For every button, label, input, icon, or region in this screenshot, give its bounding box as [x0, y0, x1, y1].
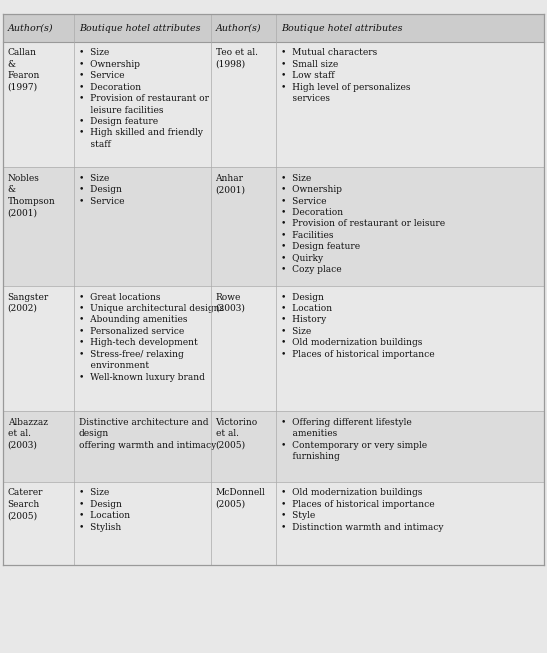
Bar	[3, 411, 544, 482]
Text: •  Size
•  Ownership
•  Service
•  Decoration
•  Provision of restaurant or
    : • Size • Ownership • Service • Decoratio…	[79, 48, 209, 149]
Text: Sangster
(2002): Sangster (2002)	[8, 293, 49, 313]
Text: •  Offering different lifestyle
    amenities
•  Contemporary or very simple
   : • Offering different lifestyle amenities…	[281, 418, 427, 461]
Text: •  Size
•  Design
•  Service: • Size • Design • Service	[79, 174, 124, 206]
Text: •  Size
•  Design
•  Location
•  Stylish: • Size • Design • Location • Stylish	[79, 488, 130, 532]
Text: •  Old modernization buildings
•  Places of historical importance
•  Style
•  Di: • Old modernization buildings • Places o…	[281, 488, 444, 532]
Bar	[3, 42, 544, 167]
Text: Callan
&
Fearon
(1997): Callan & Fearon (1997)	[8, 48, 40, 91]
Text: Distinctive architecture and
design
offering warmth and intimacy: Distinctive architecture and design offe…	[79, 418, 216, 450]
Text: Boutique hotel attributes: Boutique hotel attributes	[281, 24, 403, 33]
Text: Nobles
&
Thompson
(2001): Nobles & Thompson (2001)	[8, 174, 55, 217]
Bar	[3, 482, 544, 565]
Text: Teo et al.
(1998): Teo et al. (1998)	[216, 48, 258, 69]
Text: Boutique hotel attributes: Boutique hotel attributes	[79, 24, 200, 33]
Bar	[3, 167, 544, 286]
Bar	[3, 14, 544, 571]
Text: •  Great locations
•  Unique architectural designs
•  Abounding amenities
•  Per: • Great locations • Unique architectural…	[79, 293, 224, 382]
Text: Anhar
(2001): Anhar (2001)	[216, 174, 246, 194]
Bar	[3, 286, 544, 411]
Text: Victorino
et al.
(2005): Victorino et al. (2005)	[216, 418, 258, 450]
Text: Albazzaz
et al.
(2003): Albazzaz et al. (2003)	[8, 418, 48, 450]
Text: Author(s): Author(s)	[216, 24, 261, 33]
Text: McDonnell
(2005): McDonnell (2005)	[216, 488, 265, 509]
Text: Rowe
(2003): Rowe (2003)	[216, 293, 246, 313]
Text: Author(s): Author(s)	[8, 24, 53, 33]
Text: •  Size
•  Ownership
•  Service
•  Decoration
•  Provision of restaurant or leis: • Size • Ownership • Service • Decoratio…	[281, 174, 445, 274]
Text: •  Design
•  Location
•  History
•  Size
•  Old modernization buildings
•  Place: • Design • Location • History • Size • O…	[281, 293, 435, 358]
Bar	[3, 14, 544, 42]
Text: Caterer
Search
(2005): Caterer Search (2005)	[8, 488, 43, 520]
Text: •  Mutual characters
•  Small size
•  Low staff
•  High level of personalizes
  : • Mutual characters • Small size • Low s…	[281, 48, 411, 103]
